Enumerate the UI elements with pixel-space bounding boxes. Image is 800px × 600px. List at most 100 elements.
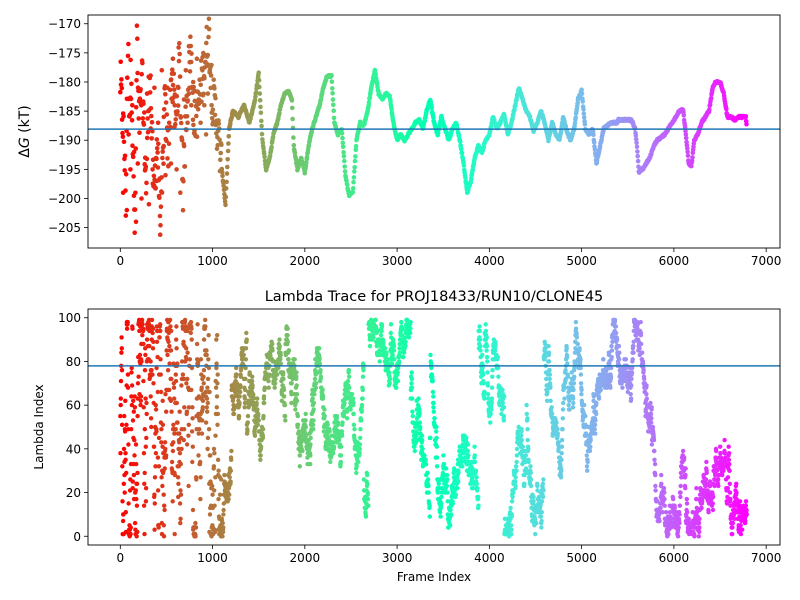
lambda-point (559, 451, 564, 456)
lambda-point (423, 461, 429, 467)
delta-g-point (388, 98, 393, 104)
lambda-point (697, 516, 702, 521)
lambda-point (148, 359, 153, 364)
lambda-point (439, 490, 444, 495)
lambda-point (501, 405, 507, 410)
lambda-point (205, 435, 211, 441)
lambda-point (359, 402, 365, 408)
lambda-point (258, 453, 263, 458)
lambda-point (525, 437, 530, 443)
lambda-point (500, 387, 505, 393)
lambda-point (278, 361, 283, 366)
delta-g-point (461, 163, 467, 168)
lambda-point (255, 422, 260, 427)
delta-g-point (157, 213, 163, 219)
lambda-point (295, 422, 301, 427)
lambda-point (262, 400, 267, 406)
lambda-point (485, 370, 490, 375)
lambda-point (143, 444, 148, 449)
lambda-point (156, 435, 162, 441)
lambda-point (706, 510, 711, 515)
delta-g-point (191, 122, 196, 128)
lambda-point (318, 374, 324, 379)
delta-g-point (192, 132, 198, 137)
delta-g-point (222, 199, 228, 204)
lambda-point (144, 400, 149, 406)
lambda-point (162, 440, 168, 445)
lambda-point (465, 448, 470, 454)
delta-g-point (143, 191, 149, 196)
lambda-point (141, 405, 146, 410)
lambda-point (150, 330, 155, 336)
lambda-point (138, 402, 143, 408)
lambda-point (297, 453, 303, 458)
lambda-point (294, 370, 299, 375)
lambda-point (408, 326, 413, 331)
lambda-point (571, 400, 576, 406)
lambda-point (234, 365, 239, 371)
lambda-point (653, 483, 658, 489)
delta-g-x-tick-label: 4000 (474, 254, 505, 268)
lambda-point (184, 409, 190, 414)
lambda-point (131, 398, 136, 403)
lambda-point (361, 368, 366, 373)
lambda-point (400, 326, 405, 331)
lambda-point (153, 407, 159, 412)
lambda-point (263, 372, 268, 377)
lambda-point (178, 461, 183, 467)
lambda-point (198, 475, 203, 480)
lambda-point (137, 352, 143, 358)
lambda-point (331, 444, 337, 449)
lambda-point (210, 492, 215, 497)
delta-g-point (130, 143, 135, 148)
lambda-point (160, 483, 165, 489)
lambda-point (154, 339, 160, 344)
lambda-point (204, 405, 209, 410)
lambda-point (549, 411, 555, 417)
lambda-point (176, 481, 181, 486)
lambda-point (472, 444, 477, 449)
lambda-point (700, 499, 705, 504)
lambda-point (403, 339, 408, 344)
lambda-point (261, 394, 267, 399)
lambda-point (118, 402, 123, 408)
lambda-point (448, 523, 453, 528)
delta-g-point (190, 117, 196, 123)
lambda-point (456, 470, 461, 476)
lambda-point (560, 416, 565, 421)
lambda-point (513, 464, 519, 469)
delta-g-point (213, 95, 218, 101)
lambda-point (495, 354, 500, 360)
delta-g-point (176, 58, 182, 64)
lambda-point (122, 490, 127, 495)
lambda-point (683, 486, 688, 491)
lambda-point (513, 475, 518, 480)
lambda-point (509, 527, 514, 532)
lambda-point (486, 396, 491, 401)
lambda-point (189, 326, 194, 331)
lambda-point (661, 486, 667, 491)
delta-g-point (133, 190, 138, 196)
lambda-point (125, 385, 131, 390)
lambda-point (434, 424, 439, 430)
delta-g-point (154, 137, 160, 142)
delta-g-point (176, 85, 181, 91)
delta-g-point (685, 149, 690, 155)
lambda-point (221, 512, 226, 517)
lambda-point (396, 359, 402, 364)
lambda-point (478, 348, 483, 353)
lambda-point (349, 392, 355, 397)
lambda-point (539, 525, 544, 530)
lambda-point (453, 492, 458, 497)
lambda-point (382, 346, 388, 351)
lambda-point (648, 400, 653, 406)
lambda-point (227, 492, 232, 497)
lambda-point (628, 392, 633, 397)
lambda-point (293, 407, 298, 412)
lambda-point (644, 383, 649, 388)
lambda-point (153, 451, 159, 456)
lambda-point (150, 326, 156, 331)
lambda-point (120, 518, 126, 524)
lambda-point (472, 459, 478, 465)
delta-g-point (207, 68, 213, 73)
